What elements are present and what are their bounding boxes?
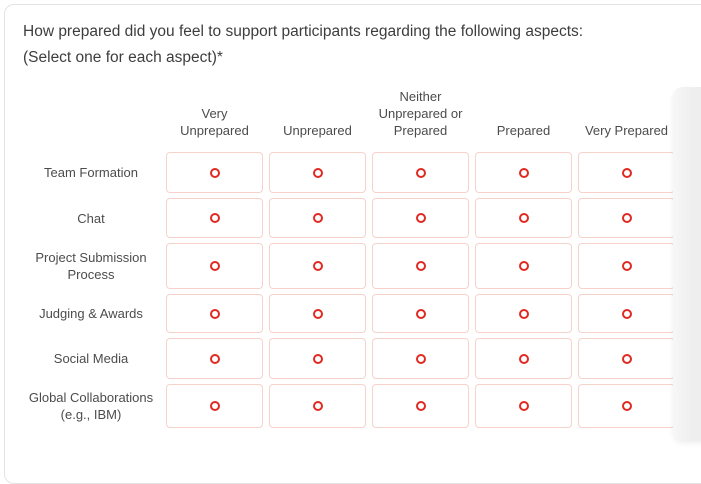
row-label: Global Collaborations (e.g., IBM) <box>28 390 154 422</box>
radio-unselected-icon[interactable] <box>415 401 426 411</box>
radio-cell[interactable] <box>578 338 675 379</box>
radio-unselected-icon[interactable] <box>621 308 632 319</box>
radio-unselected-icon[interactable] <box>415 213 426 223</box>
row-label: Judging & Awards <box>39 306 143 321</box>
matrix-row-chat: Chat <box>22 198 701 238</box>
radio-unselected-icon[interactable] <box>518 213 529 223</box>
radio-cell[interactable] <box>269 152 366 193</box>
radio-unselected-icon[interactable] <box>312 167 323 178</box>
radio-cell[interactable] <box>578 294 675 333</box>
radio-cell[interactable] <box>269 243 366 289</box>
radio-unselected-icon[interactable] <box>518 353 529 364</box>
radio-cell[interactable] <box>475 294 572 333</box>
radio-unselected-icon[interactable] <box>312 308 323 319</box>
radio-unselected-icon[interactable] <box>209 401 220 411</box>
radio-unselected-icon[interactable] <box>209 308 220 319</box>
radio-cell[interactable] <box>166 294 263 333</box>
column-header-very-prepared: Very Prepared <box>584 123 669 138</box>
radio-unselected-icon[interactable] <box>621 353 632 364</box>
radio-cell[interactable] <box>166 198 263 238</box>
radio-unselected-icon[interactable] <box>415 353 426 364</box>
radio-unselected-icon[interactable] <box>415 261 426 271</box>
radio-cell[interactable] <box>269 294 366 333</box>
radio-cell[interactable] <box>166 152 263 193</box>
radio-cell[interactable] <box>166 384 263 428</box>
matrix-header-row: Very Unprepared Unprepared Neither Unpre… <box>22 83 701 152</box>
column-header-neither: Neither Unprepared or Prepared <box>378 89 463 138</box>
radio-cell[interactable] <box>578 198 675 238</box>
row-label: Project Submission Process <box>35 250 147 282</box>
radio-cell[interactable] <box>372 243 469 289</box>
question-title: How prepared did you feel to support par… <box>23 23 584 66</box>
row-label: Social Media <box>53 351 129 366</box>
radio-cell[interactable] <box>372 198 469 238</box>
radio-cell[interactable] <box>475 198 572 238</box>
radio-cell[interactable] <box>372 338 469 379</box>
column-header-unprepared: Unprepared <box>283 123 352 138</box>
radio-cell[interactable] <box>475 243 572 289</box>
radio-unselected-icon[interactable] <box>621 261 632 271</box>
radio-unselected-icon[interactable] <box>518 261 529 271</box>
radio-unselected-icon[interactable] <box>621 167 632 178</box>
row-label: Chat <box>77 210 105 226</box>
matrix-row-social-media: Social Media <box>22 338 701 379</box>
matrix-row-team-formation: Team Formation <box>22 152 701 193</box>
row-label: Team Formation <box>44 165 138 180</box>
radio-unselected-icon[interactable] <box>209 353 220 364</box>
radio-unselected-icon[interactable] <box>312 261 323 271</box>
radio-cell[interactable] <box>269 384 366 428</box>
radio-cell[interactable] <box>372 384 469 428</box>
radio-cell[interactable] <box>475 384 572 428</box>
question-card: How prepared did you feel to support par… <box>4 4 701 484</box>
radio-unselected-icon[interactable] <box>312 213 323 223</box>
radio-unselected-icon[interactable] <box>415 167 426 178</box>
radio-cell[interactable] <box>269 198 366 238</box>
matrix-row-global-collaborations: Global Collaborations (e.g., IBM) <box>22 384 701 428</box>
radio-unselected-icon[interactable] <box>518 308 529 319</box>
radio-cell[interactable] <box>166 243 263 289</box>
radio-cell[interactable] <box>372 294 469 333</box>
column-header-prepared: Prepared <box>496 123 551 138</box>
radio-cell[interactable] <box>269 338 366 379</box>
radio-cell[interactable] <box>475 338 572 379</box>
column-header-very-unprepared: Very Unprepared <box>180 106 249 138</box>
radio-cell[interactable] <box>578 384 675 428</box>
radio-cell[interactable] <box>578 243 675 289</box>
matrix-row-judging-awards: Judging & Awards <box>22 294 701 333</box>
radio-cell[interactable] <box>372 152 469 193</box>
radio-unselected-icon[interactable] <box>312 353 323 364</box>
radio-unselected-icon[interactable] <box>518 401 529 411</box>
radio-unselected-icon[interactable] <box>621 401 632 411</box>
radio-unselected-icon[interactable] <box>209 167 220 178</box>
matrix-row-project-submission: Project Submission Process <box>22 243 701 289</box>
radio-unselected-icon[interactable] <box>621 213 632 223</box>
radio-cell[interactable] <box>475 152 572 193</box>
radio-unselected-icon[interactable] <box>415 308 426 319</box>
radio-unselected-icon[interactable] <box>209 261 220 271</box>
grid-scroll-track[interactable] <box>673 87 701 440</box>
radio-cell[interactable] <box>578 152 675 193</box>
radio-unselected-icon[interactable] <box>312 401 323 411</box>
radio-unselected-icon[interactable] <box>518 167 529 178</box>
matrix-grid: Very Unprepared Unprepared Neither Unpre… <box>5 83 701 428</box>
header-spacer <box>22 83 160 152</box>
radio-cell[interactable] <box>166 338 263 379</box>
radio-unselected-icon[interactable] <box>209 213 220 223</box>
